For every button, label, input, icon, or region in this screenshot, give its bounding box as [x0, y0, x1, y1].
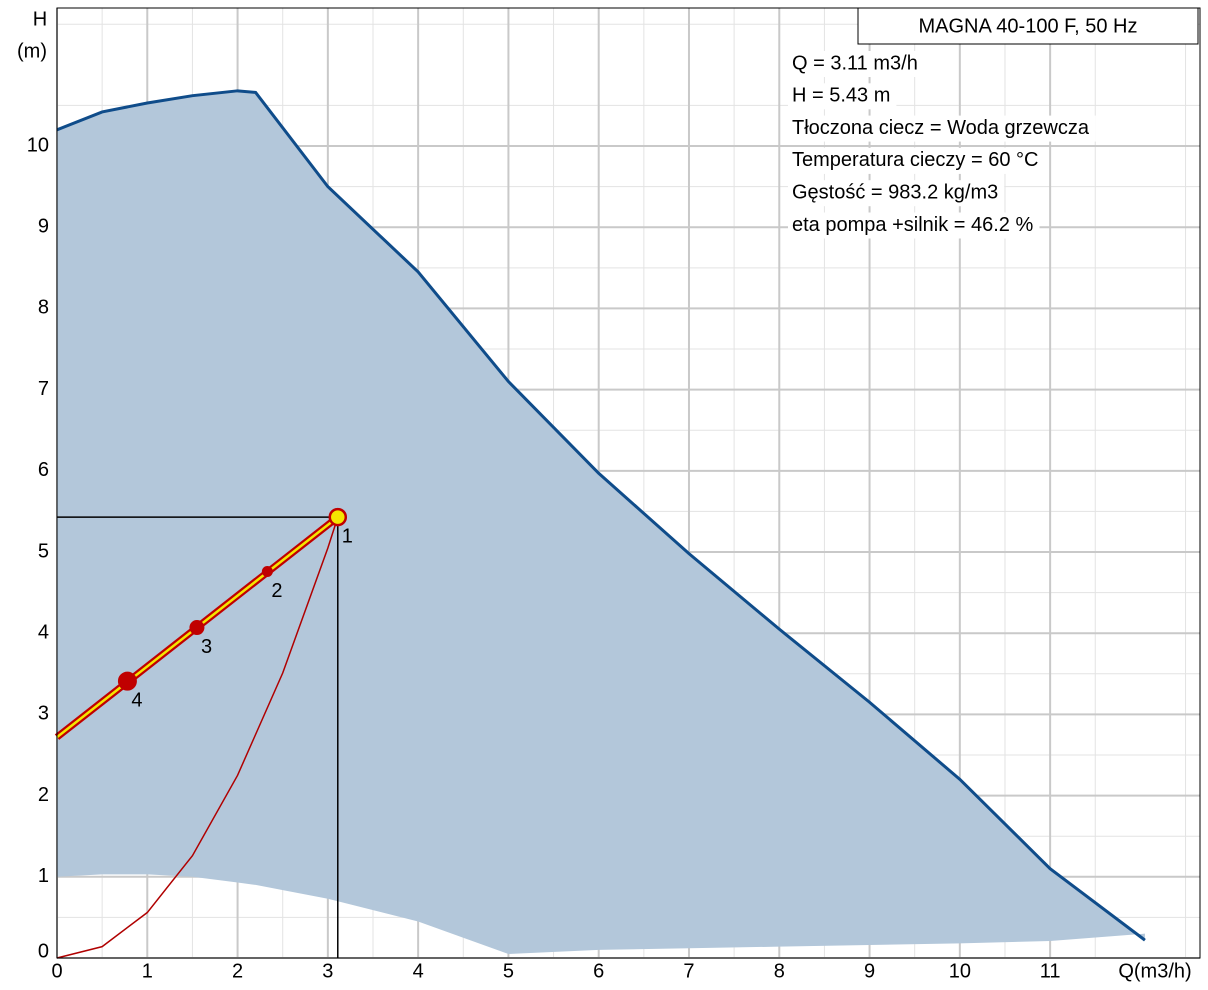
- x-tick-label: 4: [413, 960, 424, 982]
- info-text: H = 5.43 m: [792, 85, 890, 107]
- y-tick-label: 10: [27, 134, 49, 156]
- operating-range: [57, 90, 1145, 954]
- y-axis-label: H: [33, 8, 47, 30]
- y-tick-label: 1: [38, 865, 49, 887]
- x-axis-label: Q(m3/h): [1118, 960, 1191, 982]
- y-tick-label: 8: [38, 297, 49, 319]
- info-text: Temperatura cieczy = 60 °C: [792, 149, 1038, 171]
- system-curve: [56, 516, 339, 959]
- x-tick-label: 0: [51, 960, 62, 982]
- x-tick-label: 6: [593, 960, 604, 982]
- info-text: Tłoczona ciecz = Woda grzewcza: [792, 117, 1090, 139]
- y-tick-label: 2: [38, 784, 49, 806]
- y-tick-label: 0: [38, 940, 49, 962]
- duty-point: [117, 671, 137, 691]
- x-tick-label: 8: [774, 960, 785, 982]
- duty-point: [189, 620, 205, 636]
- x-tick-label: 3: [322, 960, 333, 982]
- x-tick-label: 1: [142, 960, 153, 982]
- duty-point-label: 3: [201, 636, 212, 658]
- info-background: [788, 180, 1005, 207]
- y-tick-label: 3: [38, 703, 49, 725]
- info: Q = 3.11 m3/h H = 5.43 m Tłoczona ciecz = …: [788, 51, 1096, 239]
- x-tick-label: 9: [864, 960, 875, 982]
- chart-title: MAGNA 40-100 F, 50 Hz: [919, 15, 1138, 37]
- max-curve: [56, 89, 1146, 942]
- info-text: Q = 3.11 m3/h: [792, 52, 918, 74]
- x-tick-label: 11: [1040, 960, 1061, 982]
- y-tick-label: 5: [38, 540, 49, 562]
- info-background: [788, 115, 1096, 142]
- x-tick-label: 2: [232, 960, 243, 982]
- y-tick-label: 7: [38, 378, 49, 400]
- duty-point-label: 2: [271, 580, 282, 602]
- plot: 1 2 3 4: [54, 89, 1146, 959]
- y-tick-label: 6: [38, 459, 49, 481]
- info-background: [788, 83, 897, 110]
- info-text: Gęstość = 983.2 kg/m3: [792, 181, 998, 203]
- x-tick-label: 7: [683, 960, 694, 982]
- duty-point: [328, 507, 348, 527]
- x-tick-label: 5: [503, 960, 514, 982]
- plot-border: [56, 7, 1201, 959]
- title-box: [857, 7, 1199, 45]
- y-tick-label: 4: [38, 621, 49, 643]
- info-background: [788, 147, 1045, 174]
- duty-point-label: 1: [342, 525, 353, 547]
- info-text: eta pompa +silnik = 46.2 %: [792, 214, 1033, 236]
- tick-labels: 0 1 2 3 4 5 6 7 8 9 10 11 0 1 2 3 4 5 6 7 8 9 10: [27, 134, 1061, 982]
- duty-point-label: 4: [131, 689, 142, 711]
- info-background: [788, 51, 924, 77]
- x-tick-label: 10: [949, 960, 971, 982]
- y-tick-label: 9: [38, 216, 49, 238]
- y-axis-unit: (m): [17, 40, 47, 62]
- info-background: [788, 212, 1040, 239]
- duty-point: [261, 566, 273, 578]
